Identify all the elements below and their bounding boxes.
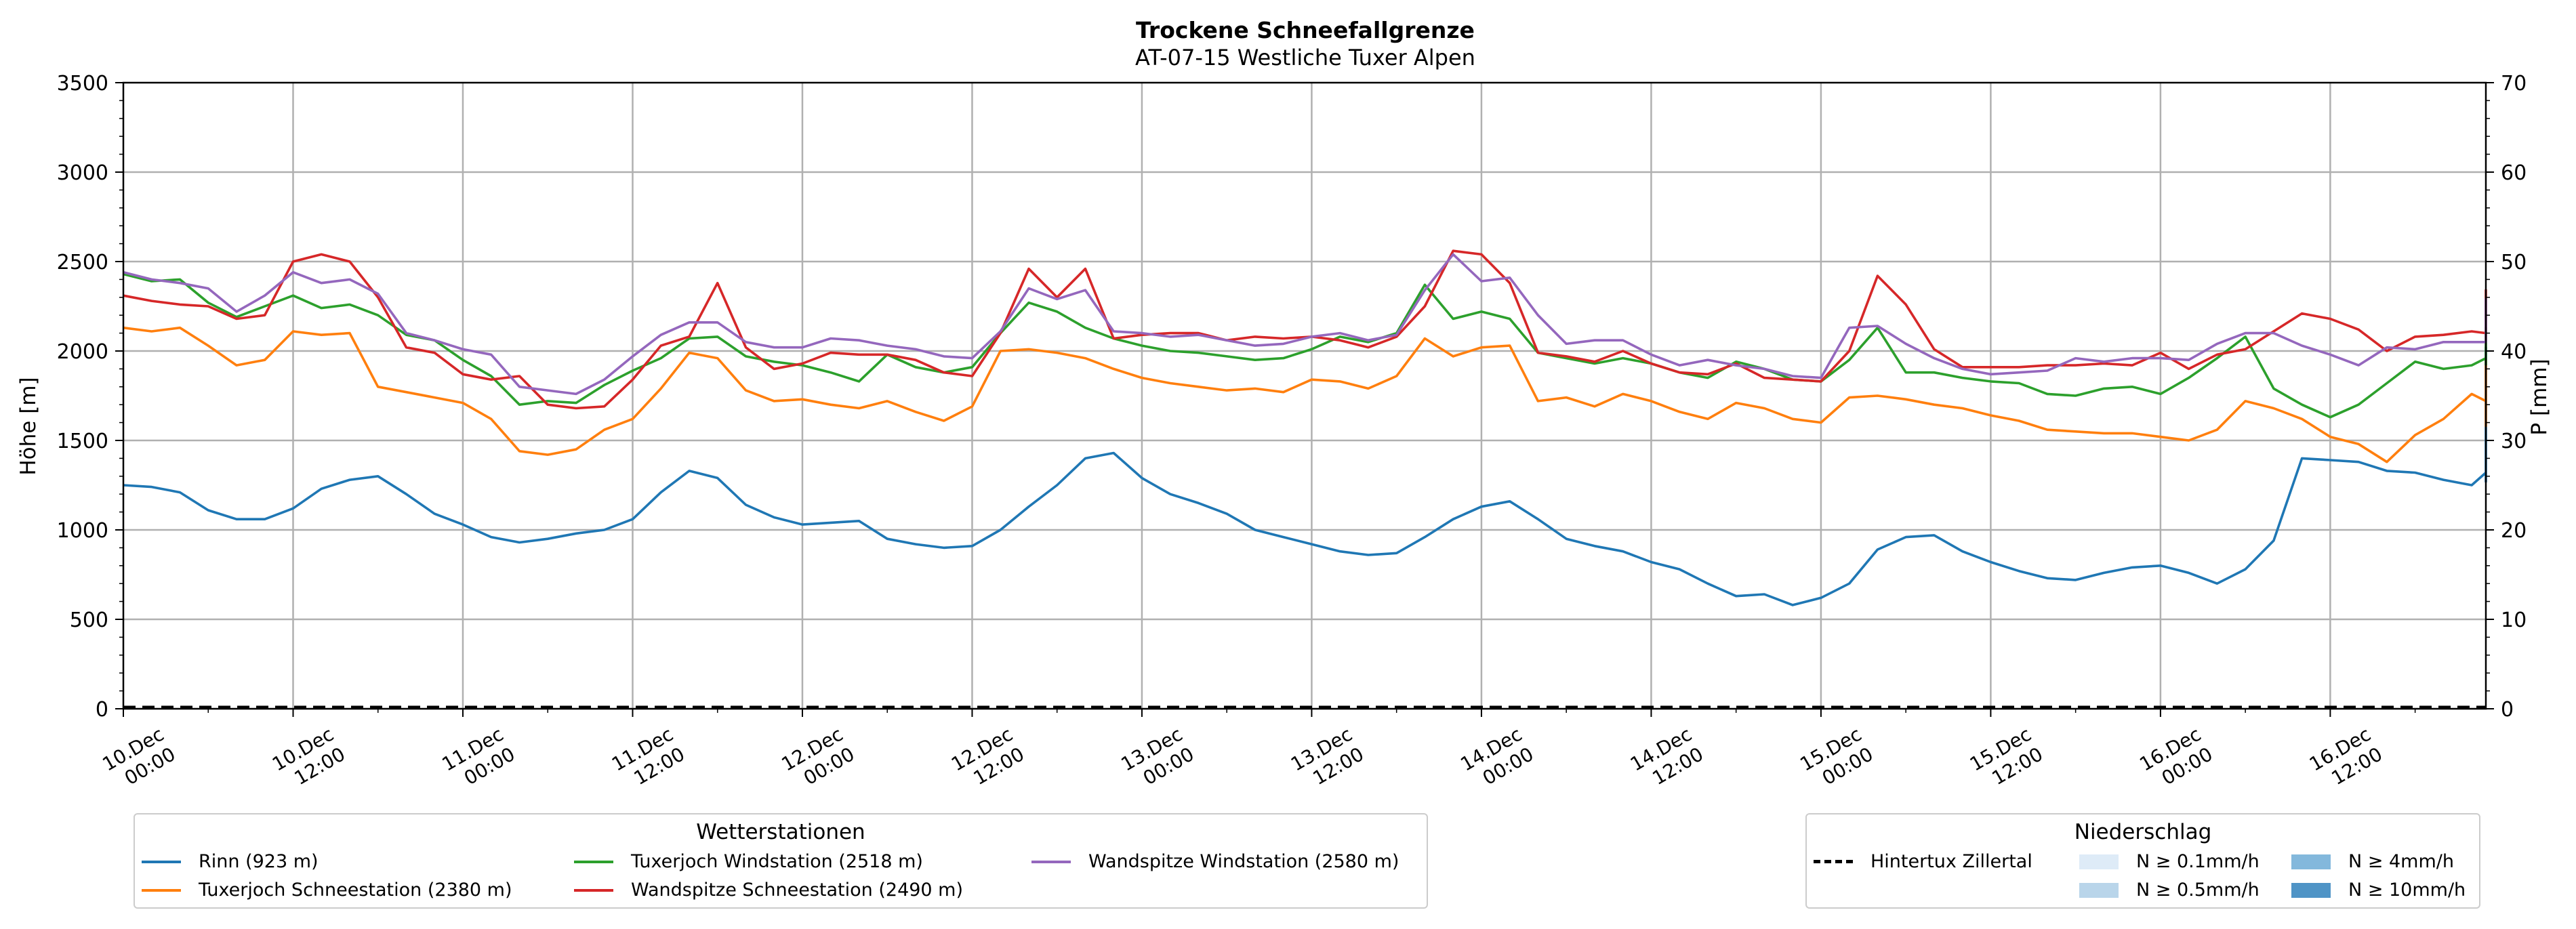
- legend-item-precip-0-1: N ≥ 0.1mm/h: [2079, 851, 2260, 872]
- legend-item-precip-10: N ≥ 10mm/h: [2291, 880, 2466, 901]
- legend-label-precip-0-1: N ≥ 0.1mm/h: [2136, 851, 2260, 872]
- y2-tick-label: 20: [2501, 519, 2527, 543]
- x-tick-label: 16.Dec12:00: [2306, 723, 2386, 796]
- y2-axis-label: P [mm]: [2527, 358, 2552, 435]
- x-tick-label: 15.Dec12:00: [1966, 723, 2047, 796]
- y2-tick-label: 30: [2501, 430, 2527, 453]
- series-line-wandspitze-schneestation-2490-m: [123, 249, 2487, 410]
- legend-label-wandspitze-wind: Wandspitze Windstation (2580 m): [1088, 851, 1399, 872]
- x-tick-label: 10.Dec12:00: [268, 723, 349, 796]
- legend-label-tuxerjoch-schnee: Tuxerjoch Schneestation (2380 m): [199, 880, 512, 901]
- axes: 0 0 500 10 1000 20 1500 30 2000 40 2500 50 3000 60 350…: [57, 72, 2527, 796]
- y2-tick-label: 50: [2501, 251, 2527, 274]
- x-tick-label: 12.Dec00:00: [777, 723, 858, 796]
- series-line-rinn-923-m: [123, 346, 2487, 606]
- y-tick-label: 3000: [57, 161, 108, 185]
- legend-swatch-rinn: [142, 860, 181, 863]
- x-tick-label: 13.Dec00:00: [1117, 723, 1198, 796]
- x-tick-label: 16.Dec00:00: [2135, 723, 2216, 796]
- y-tick-label: 1500: [57, 430, 108, 453]
- y-tick-label: 500: [70, 608, 108, 632]
- legend-swatch-precip-10: [2291, 882, 2331, 898]
- chart-subtitle: AT-07-15 Westliche Tuxer Alpen: [1135, 45, 1475, 70]
- stations-legend: Wetterstationen Rinn (923 m) Tuxerjoch S…: [134, 813, 1428, 909]
- legend-item-precip-0-5: N ≥ 0.5mm/h: [2079, 880, 2260, 901]
- legend-item-tuxerjoch-schnee: Tuxerjoch Schneestation (2380 m): [142, 880, 512, 901]
- y-tick-label: 2000: [57, 340, 108, 364]
- legend-swatch-hintertux: [1814, 860, 1853, 863]
- legend-label-precip-10: N ≥ 10mm/h: [2348, 880, 2466, 901]
- legend-label-hintertux: Hintertux Zillertal: [1870, 851, 2032, 872]
- x-tick-label: 14.Dec00:00: [1456, 723, 1537, 796]
- precip-legend: Niederschlag Hintertux Zillertal N ≥ 0.1…: [1805, 813, 2480, 909]
- legend-swatch-precip-0-5: [2079, 882, 2119, 898]
- x-tick-label: 15.Dec00:00: [1796, 723, 1877, 796]
- chart-title: Trockene Schneefallgrenze: [1136, 17, 1475, 43]
- y-tick-label: 3500: [57, 72, 108, 96]
- y-tick-label: 2500: [57, 251, 108, 274]
- x-tick-label: 11.Dec12:00: [608, 723, 689, 796]
- legend-swatch-tuxerjoch-schnee: [142, 888, 181, 892]
- legend-swatch-tuxerjoch-wind: [574, 860, 613, 863]
- y2-tick-label: 10: [2501, 608, 2527, 632]
- x-tick-label: 12.Dec12:00: [947, 723, 1028, 796]
- legend-item-wandspitze-schnee: Wandspitze Schneestation (2490 m): [574, 880, 963, 901]
- x-tick-label: 14.Dec12:00: [1627, 723, 1707, 796]
- legend-item-tuxerjoch-wind: Tuxerjoch Windstation (2518 m): [574, 851, 923, 872]
- legend-label-wandspitze-schnee: Wandspitze Schneestation (2490 m): [631, 880, 964, 901]
- grid-lines: [123, 83, 2486, 709]
- series-line-tuxerjoch-schneestation-2380-m: [123, 326, 2487, 463]
- legend-swatch-precip-4: [2291, 854, 2331, 869]
- legend-item-hintertux: Hintertux Zillertal: [1814, 851, 2032, 872]
- legend-label-precip-0-5: N ≥ 0.5mm/h: [2136, 880, 2260, 901]
- legend-swatch-wandspitze-schnee: [574, 888, 613, 892]
- x-tick-label: 10.Dec00:00: [99, 723, 180, 796]
- y-tick-label: 1000: [57, 519, 108, 543]
- legend-item-wandspitze-wind: Wandspitze Windstation (2580 m): [1031, 851, 1399, 872]
- legend-label-tuxerjoch-wind: Tuxerjoch Windstation (2518 m): [631, 851, 923, 872]
- y2-tick-label: 40: [2501, 340, 2527, 364]
- legend-item-precip-4: N ≥ 4mm/h: [2291, 851, 2454, 872]
- legend-label-rinn: Rinn (923 m): [199, 851, 319, 872]
- y2-tick-label: 0: [2501, 698, 2514, 722]
- x-tick-label: 13.Dec12:00: [1287, 723, 1368, 796]
- y2-tick-label: 60: [2501, 161, 2527, 185]
- precip-legend-title: Niederschlag: [2074, 820, 2212, 844]
- stations-legend-title: Wetterstationen: [696, 820, 865, 844]
- y2-tick-label: 70: [2501, 72, 2527, 96]
- x-tick-label: 11.Dec00:00: [438, 723, 518, 796]
- legend-swatch-precip-0-1: [2079, 854, 2119, 869]
- legend-swatch-wandspitze-wind: [1031, 860, 1071, 863]
- y-axis-label: Höhe [m]: [16, 377, 41, 475]
- series-line-wandspitze-windstation-2580-m: [123, 253, 2487, 396]
- series-line-tuxerjoch-windstation-2518-m: [123, 272, 2487, 419]
- legend-item-rinn: Rinn (923 m): [142, 851, 319, 872]
- y-tick-label: 0: [96, 698, 108, 722]
- legend-label-precip-4: N ≥ 4mm/h: [2348, 851, 2454, 872]
- series-lines: [123, 249, 2487, 606]
- plot-frame: [122, 81, 2487, 710]
